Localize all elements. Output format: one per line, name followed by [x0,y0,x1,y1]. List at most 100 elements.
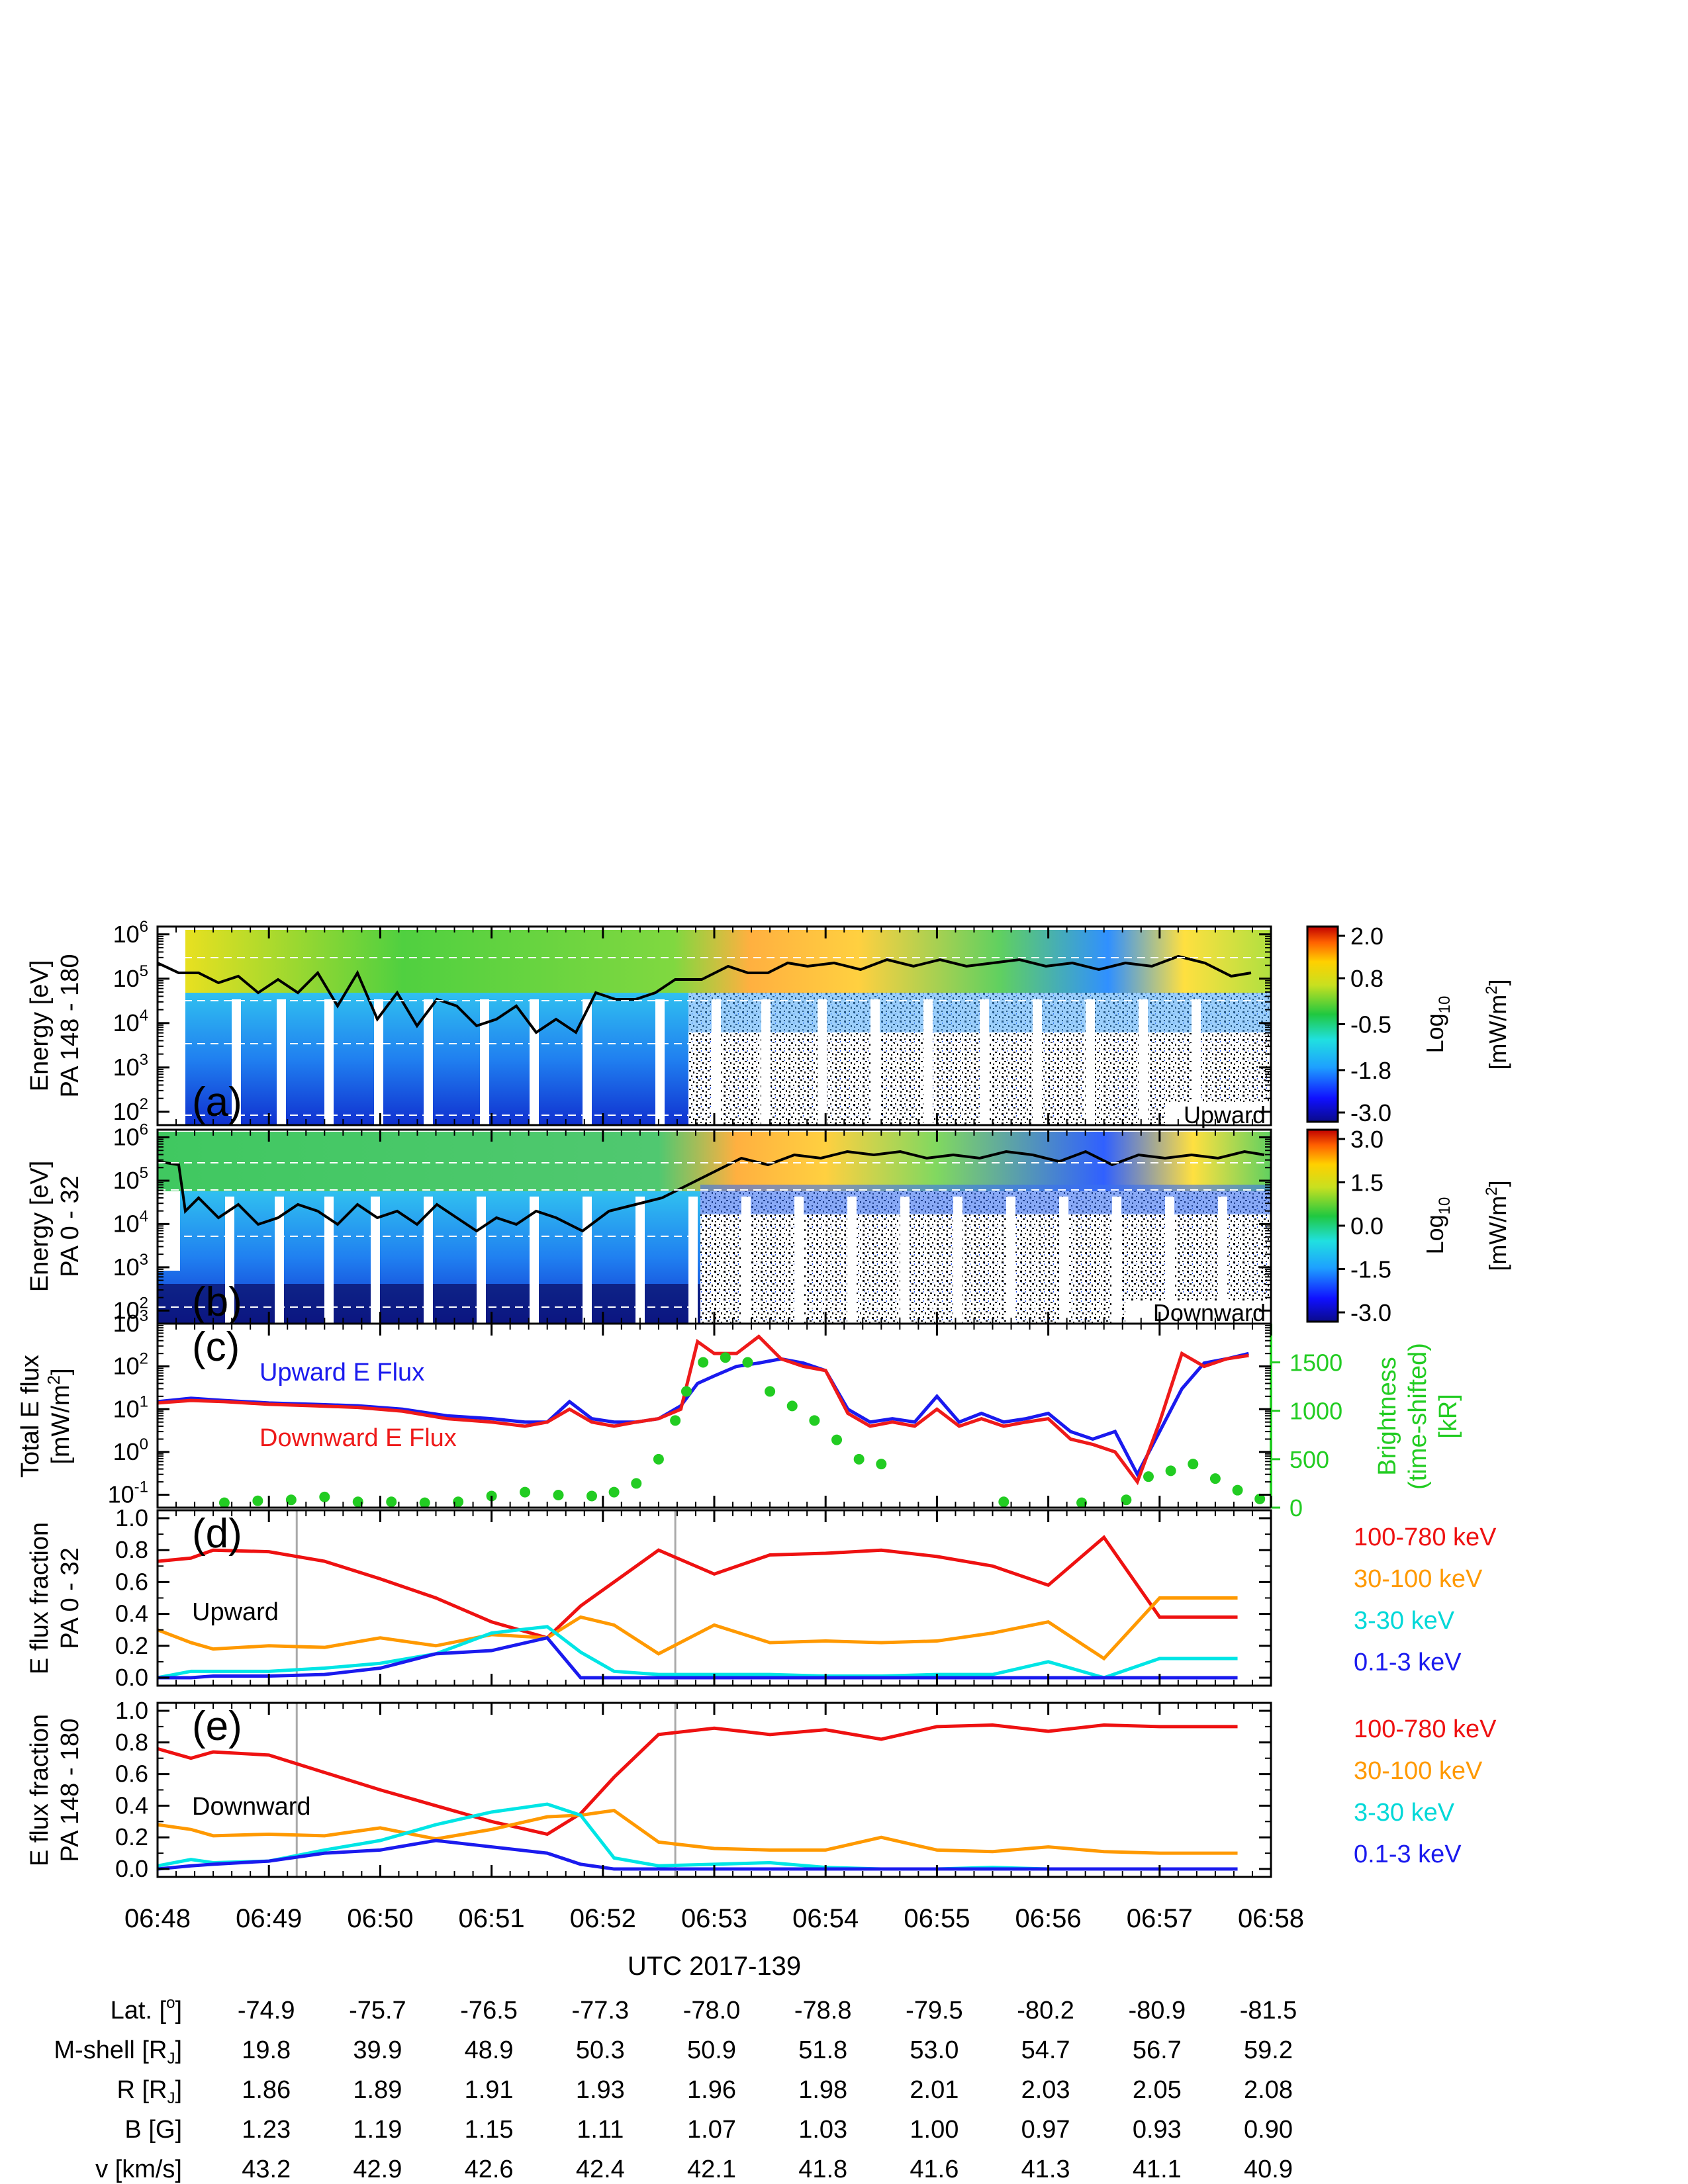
ephemeris-value: 0.97 [1021,2116,1070,2144]
annotation-d: Upward [192,1598,279,1626]
brightness-point [853,1453,865,1465]
plot-c [158,1334,1266,1508]
y2-tick-label: 500 [1289,1446,1329,1473]
y-tick-label: 0.2 [115,1823,148,1850]
ephemeris-value: 1.89 [353,2076,402,2104]
brightness-point [285,1494,297,1506]
ephemeris-value: 0.90 [1244,2116,1293,2144]
brightness-point [608,1486,620,1498]
ephemeris-value: -79.5 [906,1997,963,2025]
x-tick-label: 06:49 [236,1904,302,1933]
y-tick-label: 0.8 [115,1729,148,1756]
brightness-point [1076,1497,1088,1508]
ephemeris-value: 42.6 [465,2156,514,2183]
heatmap-b [158,1130,1271,1324]
x-tick-label: 06:53 [681,1904,747,1933]
colorbar-b: 3.0 1.5 0.0 -1.5 -3.0 Log10 [mW/m2] [1306,1126,1511,1326]
ephemeris-value: 59.2 [1244,2036,1293,2064]
ylabel-b-line1: Energy [eV] [26,1161,54,1293]
ylabel-e-line1: E flux fraction [26,1714,54,1866]
brightness-point [553,1489,564,1500]
y-tick-label: 105 [113,962,148,992]
y-tick-label: 103 [113,1051,148,1081]
panel-label-d: (d) [192,1511,242,1557]
legend-d: 100-780 keV 30-100 keV 3-30 keV 0.1-3 ke… [1354,1524,1497,1676]
fraction-line-30-100-keV [158,1596,1238,1661]
ephemeris-value: -80.2 [1017,1997,1074,2025]
y-tick-label: 0.4 [115,1600,148,1627]
brightness-point [419,1497,430,1508]
brightness-point [765,1386,776,1397]
brightness-point [809,1415,820,1426]
brightness-point [453,1496,464,1508]
fraction-line-3-30-keV [158,1625,1238,1680]
fraction-line-100-780-keV [158,1723,1238,1837]
ephemeris-value: 48.9 [465,2036,514,2064]
ephemeris-value: 1.86 [242,2076,291,2104]
fraction-line-100-780-keV [158,1535,1238,1640]
brightness-point [1121,1494,1132,1506]
ephemeris-value: 41.8 [798,2156,847,2183]
ephemeris-value: 1.23 [242,2116,291,2144]
x-tick-label: 06:57 [1127,1904,1193,1933]
heatmap-a-peak-line [158,954,1252,1034]
brightness-point [742,1357,753,1368]
fraction-line-0-1-3-keV [158,1635,1238,1680]
ephemeris-value: -81.5 [1240,1997,1297,2025]
y-tick-label: 103 [113,1307,148,1337]
heatmap-b-peak-line [158,1150,1265,1233]
y-tick-label: 0.2 [115,1632,148,1659]
ephemeris-value: 39.9 [353,2036,402,2064]
y-tick-label: 100 [113,1435,148,1465]
corner-label-bg-b [1125,1300,1270,1323]
ephemeris-value: -78.0 [683,1997,741,2025]
ephemeris-row-label: Lat. [o] [111,1994,182,2025]
ephemeris-value: 2.01 [910,2076,959,2104]
x-tick-label: 06:51 [459,1904,525,1933]
colorbar-tick-label: -1.5 [1350,1256,1391,1283]
legend-e-3-30: 3-30 keV [1354,1799,1455,1827]
ephemeris-value: 1.15 [465,2116,514,2144]
ephemeris-value: -77.3 [571,1997,629,2025]
frame-c [156,1322,1272,1509]
ephemeris-value: 2.03 [1021,2076,1070,2104]
panel-e: (e) Downward E flux fraction PA 148 - 18… [26,1697,1497,1882]
colorbar-tick-label: 3.0 [1350,1126,1383,1153]
y-tick-label: 102 [113,1095,148,1125]
brightness-point [1254,1493,1266,1504]
brightness-point [720,1352,731,1363]
panel-c: (c) Upward E Flux Downward E Flux Total … [17,1307,1462,1522]
x-tick-label: 06:52 [570,1904,636,1933]
x-tick-label: 06:56 [1015,1904,1082,1933]
ylabel-d-line2: PA 0 - 32 [56,1547,84,1649]
ylabel-a-line1: Energy [eV] [26,960,54,1092]
y-tick-label: 103 [113,1251,148,1281]
legend-d-30-100: 30-100 keV [1354,1565,1483,1593]
ephemeris-value: -74.9 [238,1997,295,2025]
ephemeris-value: 0.93 [1133,2116,1182,2144]
legend-e-100-780: 100-780 keV [1354,1715,1497,1743]
panel-label-e: (e) [192,1704,242,1749]
x-tick-label: 06:54 [792,1904,859,1933]
ephemeris-value: 42.1 [687,2156,736,2183]
x-axis-label: UTC 2017-139 [628,1952,801,1981]
ephemeris-value: -78.8 [794,1997,852,2025]
ephemeris-value: 43.2 [242,2156,291,2183]
ephemeris-value: 53.0 [910,2036,959,2064]
y-ticks-b: 102 103 104 105 106 [113,1121,1271,1324]
ephemeris-row-label: B [G] [124,2116,182,2144]
brightness-point [1165,1465,1176,1477]
plot-d [158,1510,1238,1686]
y2-label-c-line2: (time-shifted) [1404,1343,1432,1490]
x-tick-label: 06:58 [1238,1904,1304,1933]
colorbar-b-unit-log: Log10 [1421,1197,1454,1255]
ephemeris-value: -75.7 [349,1997,406,2025]
y-tick-label: 10-1 [108,1479,148,1508]
ylabel-d-line1: E flux fraction [26,1522,54,1674]
ephemeris-value: 42.9 [353,2156,402,2183]
x-tick-label: 06:55 [904,1904,970,1933]
ephemeris-row-label: v [km/s] [95,2156,182,2183]
panel-label-b: (b) [192,1279,242,1325]
ylabel-a-line2: PA 148 - 180 [56,954,84,1098]
y-ticks-e: 0.0 0.2 0.4 0.6 0.8 1.0 [115,1697,1271,1882]
